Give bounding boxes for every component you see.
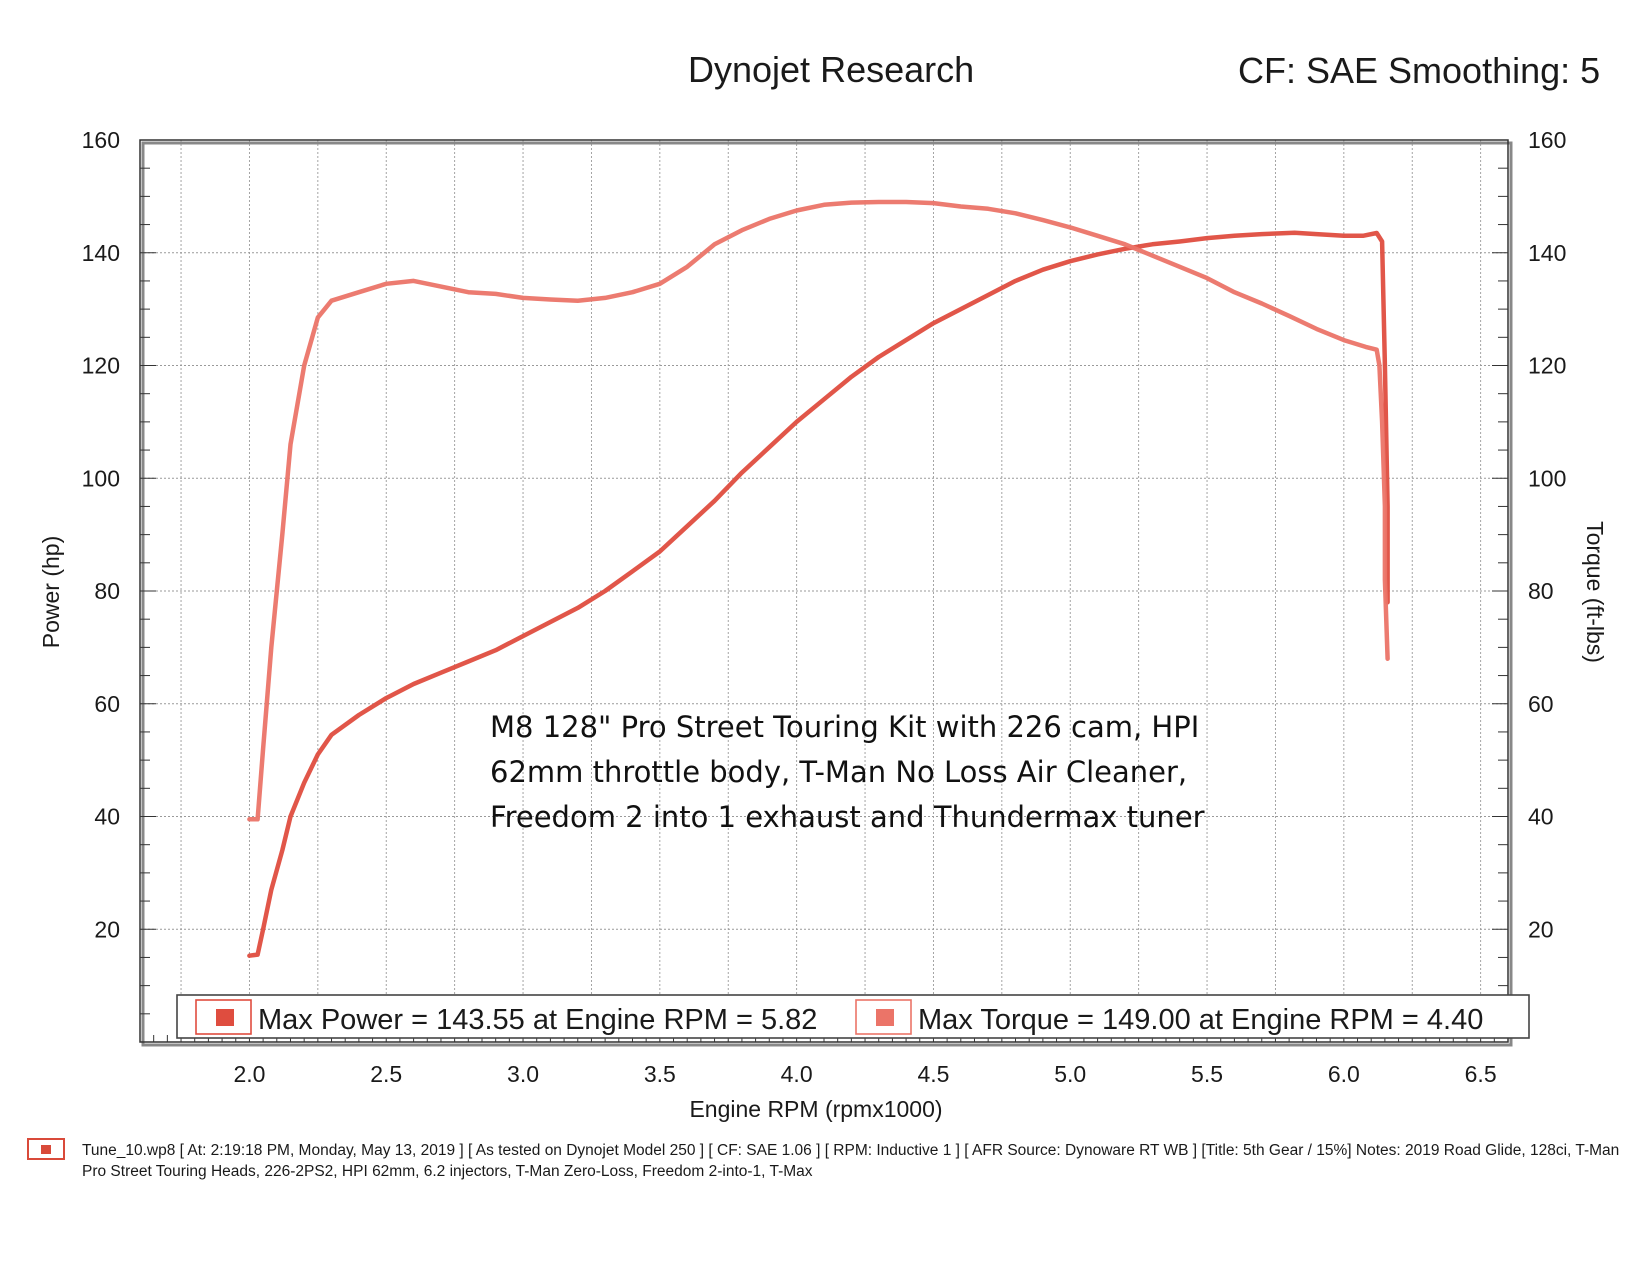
y-tick-label-right: 40	[1528, 804, 1554, 830]
y-axis-title-left: Power (hp)	[38, 536, 64, 648]
y-tick-label-right: 140	[1528, 240, 1566, 266]
x-axis-title: Engine RPM (rpmx1000)	[689, 1096, 942, 1122]
annotation-line: M8 128" Pro Street Touring Kit with 226 …	[490, 710, 1200, 744]
y-tick-label-right: 160	[1528, 127, 1566, 153]
x-tick-label: 4.0	[781, 1061, 813, 1087]
x-tick-label: 6.0	[1328, 1061, 1360, 1087]
legend-torque-label: Max Torque = 149.00 at Engine RPM = 4.40	[918, 1004, 1483, 1036]
y-tick-label-right: 120	[1528, 353, 1566, 379]
annotation-line: Freedom 2 into 1 exhaust and Thundermax …	[490, 800, 1205, 834]
y-tick-label-right: 80	[1528, 578, 1554, 604]
y-tick-label-left: 80	[94, 578, 120, 604]
y-tick-label-left: 160	[82, 127, 120, 153]
annotation-text: M8 128" Pro Street Touring Kit with 226 …	[490, 705, 1250, 840]
plot-frame-shadow	[141, 141, 1513, 1047]
annotation-line: 62mm throttle body, T-Man No Loss Air Cl…	[490, 755, 1188, 789]
footer-run-swatch	[27, 1138, 65, 1160]
y-tick-label-right: 60	[1528, 691, 1554, 717]
x-tick-label: 2.0	[233, 1061, 265, 1087]
footer-run-notes: Tune_10.wp8 [ At: 2:19:18 PM, Monday, Ma…	[82, 1142, 1620, 1180]
x-tick-label: 6.5	[1465, 1061, 1497, 1087]
y-tick-label-left: 40	[94, 804, 120, 830]
x-tick-label: 4.5	[917, 1061, 949, 1087]
legend-box	[176, 994, 1530, 1039]
chart-settings: CF: SAE Smoothing: 5	[1238, 50, 1601, 91]
series-line-power	[247, 230, 1390, 958]
legend-torque-swatch-frame	[855, 999, 912, 1035]
y-axis-title-right: Torque (ft-lbs)	[1582, 521, 1608, 663]
legend-power-label: Max Power = 143.55 at Engine RPM = 5.82	[258, 1004, 817, 1036]
legend-power-swatch	[216, 1009, 234, 1026]
x-tick-label: 3.5	[644, 1061, 676, 1087]
y-tick-label-left: 140	[82, 240, 120, 266]
chart-title: Dynojet Research	[688, 49, 975, 90]
y-tick-label-left: 100	[82, 465, 120, 491]
x-tick-label: 5.5	[1191, 1061, 1223, 1087]
x-tick-label: 2.5	[370, 1061, 402, 1087]
series-line-torque	[247, 199, 1390, 822]
y-tick-label-left: 20	[94, 916, 120, 942]
legend-torque-swatch	[876, 1009, 894, 1026]
y-tick-label-left: 120	[82, 353, 120, 379]
y-tick-label-right: 100	[1528, 465, 1566, 491]
plot-frame	[139, 139, 1509, 1043]
y-tick-label-right: 20	[1528, 916, 1554, 942]
y-tick-label-left: 60	[94, 691, 120, 717]
x-tick-label: 5.0	[1054, 1061, 1086, 1087]
x-tick-label: 3.0	[507, 1061, 539, 1087]
